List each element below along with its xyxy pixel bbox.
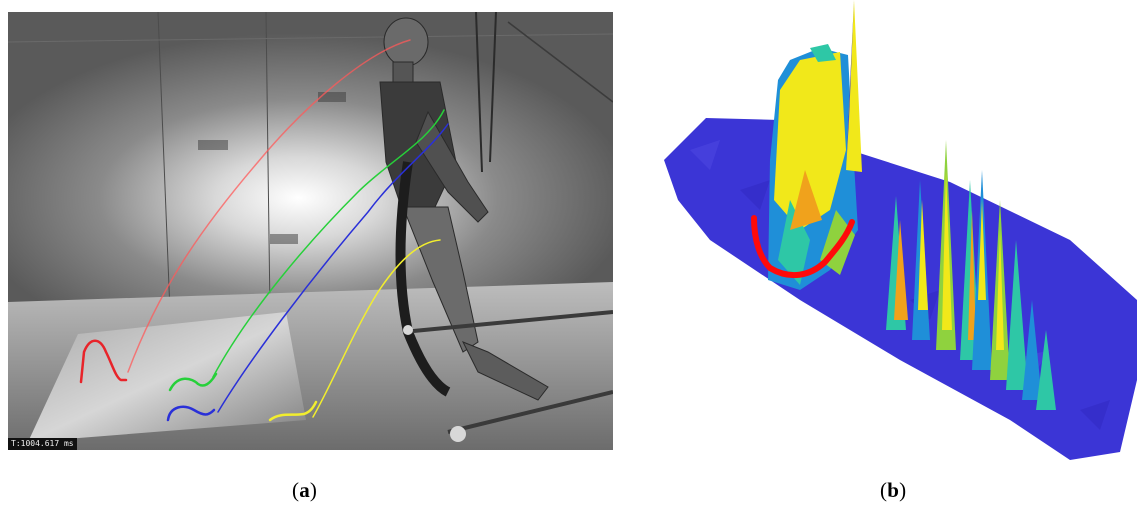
cable bbox=[475, 12, 483, 173]
dummy-figure bbox=[379, 17, 549, 401]
caption-b-letter: b bbox=[887, 478, 900, 502]
cable bbox=[489, 12, 497, 163]
dummy-photo-illustration bbox=[8, 12, 613, 450]
wall-seam bbox=[8, 33, 613, 43]
pressure-surface-illustration bbox=[664, 0, 1137, 460]
red-trace bbox=[751, 215, 855, 279]
wall-sticker bbox=[270, 234, 298, 244]
rug bbox=[28, 312, 306, 442]
trajectory-green-foot bbox=[168, 372, 218, 392]
tall-spike bbox=[846, 0, 862, 172]
wall-seam bbox=[265, 12, 271, 313]
trajectories bbox=[79, 39, 449, 422]
trajectory-yellow bbox=[312, 239, 441, 418]
caption-a-letter: a bbox=[299, 478, 310, 502]
left-heel-peak bbox=[768, 44, 858, 290]
caption-a: (a) bbox=[292, 478, 317, 503]
tall-spike-shade bbox=[846, 0, 854, 170]
wall-sticker bbox=[318, 92, 346, 102]
caption-a-open: ( bbox=[292, 478, 300, 502]
trolley-wheel bbox=[403, 325, 413, 335]
trajectory-red-foot bbox=[79, 339, 128, 384]
caption-b: (b) bbox=[880, 478, 906, 503]
cable bbox=[507, 21, 613, 103]
caption-a-close: ) bbox=[309, 478, 318, 502]
surface-plot-panel-b bbox=[650, 0, 1137, 470]
trajectory-green bbox=[212, 109, 445, 378]
trajectory-red bbox=[127, 39, 411, 373]
trolley-wheel bbox=[450, 426, 466, 442]
forefoot-spikes bbox=[886, 140, 1056, 410]
caption-b-close: ) bbox=[899, 478, 907, 502]
trolley-rail bbox=[447, 390, 613, 434]
trajectory-yellow-foot bbox=[268, 400, 318, 422]
trajectory-blue bbox=[217, 123, 449, 413]
trolley-rail bbox=[402, 310, 613, 334]
wall-sticker bbox=[198, 140, 228, 150]
wall-seam bbox=[157, 12, 171, 313]
wall bbox=[8, 12, 613, 312]
trajectory-blue-foot bbox=[166, 405, 216, 422]
caption-b-open: ( bbox=[880, 478, 888, 502]
photo-panel-a: T:1004.617 ms bbox=[8, 12, 613, 450]
timestamp-label: T:1004.617 ms bbox=[8, 438, 77, 450]
